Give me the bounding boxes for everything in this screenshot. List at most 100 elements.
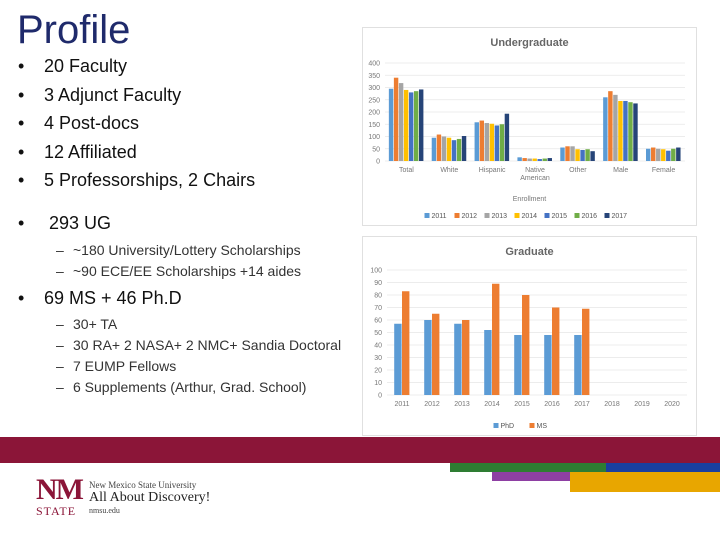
undergraduate-chart-svg: Undergraduate 0 50 100 150 200 250 300 350 400 Tot… bbox=[368, 37, 685, 220]
y-tick-label: 20 bbox=[374, 368, 382, 375]
x-tick-label: White bbox=[440, 167, 458, 174]
y-tick-label: 40 bbox=[374, 343, 382, 350]
x-tick-label: 2011 bbox=[394, 401, 409, 408]
legend-swatch-phd bbox=[493, 423, 499, 428]
chart-title: Undergraduate bbox=[490, 37, 568, 49]
y-tick-label: 90 bbox=[374, 280, 382, 287]
bar-2017-female bbox=[676, 147, 681, 161]
bar-2013-white bbox=[441, 136, 447, 161]
y-tick-label: 250 bbox=[368, 97, 380, 104]
legend-label-2017: 2017 bbox=[612, 213, 628, 220]
bar-2012-male bbox=[608, 91, 613, 161]
bar-2016-native-american bbox=[542, 158, 547, 161]
bar-2016-hispanic bbox=[499, 124, 505, 161]
bullet-professorships: 5 Professorships, 2 Chairs bbox=[18, 166, 358, 195]
y-tick-label: 60 bbox=[374, 318, 382, 325]
legend-swatch-2017 bbox=[604, 213, 610, 218]
bar-ms-2015 bbox=[522, 295, 530, 395]
x-tick-label: 2018 bbox=[604, 401, 620, 408]
x-tick-label: 2014 bbox=[484, 401, 500, 408]
legend-label-2015: 2015 bbox=[552, 213, 568, 220]
bar-ms-2017 bbox=[582, 308, 590, 395]
legend-swatch-2014 bbox=[514, 213, 520, 218]
x-tick-label: 2015 bbox=[514, 401, 530, 408]
y-tick-label: 400 bbox=[368, 61, 380, 68]
bar-2014-hispanic bbox=[489, 123, 495, 161]
x-tick-label: 2012 bbox=[424, 401, 440, 408]
bar-phd-2015 bbox=[514, 335, 522, 395]
y-tick-label: 200 bbox=[368, 110, 380, 117]
logo-text: New Mexico State University All About Di… bbox=[89, 480, 210, 516]
bar-2015-female bbox=[666, 150, 671, 161]
legend-swatch-2016 bbox=[574, 213, 580, 218]
bar-2016-female bbox=[671, 148, 676, 161]
bar-ms-2014 bbox=[492, 283, 500, 395]
footer-stripe-blue bbox=[606, 463, 720, 472]
footer-stripe-green bbox=[450, 463, 606, 472]
x-tick-label: 2013 bbox=[454, 401, 470, 408]
legend-label-2014: 2014 bbox=[522, 213, 538, 220]
sub-bullet-ra: 30 RA+ 2 NASA+ 2 NMC+ Sandia Doctoral bbox=[18, 337, 358, 354]
bar-2012-other bbox=[565, 146, 570, 161]
y-tick-label: 80 bbox=[374, 293, 382, 300]
bar-ms-2016 bbox=[552, 307, 560, 395]
x-tick-label: American bbox=[520, 175, 550, 182]
bar-2011-total bbox=[388, 88, 394, 161]
logo-state: STATE bbox=[36, 504, 77, 518]
tagline: All About Discovery! bbox=[89, 490, 211, 505]
bar-2012-female bbox=[651, 147, 656, 161]
bar-ms-2013 bbox=[462, 320, 470, 395]
x-tick-label: Female bbox=[652, 167, 675, 174]
x-tick-label: Other bbox=[569, 167, 587, 174]
y-tick-label: 10 bbox=[374, 380, 382, 387]
y-tick-label: 30 bbox=[374, 355, 382, 362]
bar-2012-native-american bbox=[522, 158, 527, 161]
x-tick-label: 2016 bbox=[544, 401, 560, 408]
bar-2011-male bbox=[603, 97, 608, 161]
bar-2015-white bbox=[451, 140, 457, 161]
x-tick-label: 2020 bbox=[664, 401, 680, 408]
legend-label-2013: 2013 bbox=[492, 213, 508, 220]
bullet-list: 20 Faculty 3 Adjunct Faculty 4 Post-docs… bbox=[18, 52, 358, 400]
sub-bullet-eump: 7 EUMP Fellows bbox=[18, 358, 358, 375]
bar-2017-native-american bbox=[547, 158, 552, 161]
bar-2015-other bbox=[580, 149, 585, 161]
bullet-faculty: 20 Faculty bbox=[18, 52, 358, 81]
bar-2015-male bbox=[623, 100, 628, 161]
nmsu-logo[interactable]: NM STATE bbox=[36, 473, 84, 519]
x-tick-label: Hispanic bbox=[479, 167, 506, 174]
bullet-affiliated: 12 Affiliated bbox=[18, 138, 358, 167]
bar-2014-white bbox=[446, 137, 452, 161]
bar-phd-2011 bbox=[394, 323, 402, 395]
university-name: New Mexico State University bbox=[89, 480, 197, 490]
chart-title: Graduate bbox=[505, 246, 553, 258]
y-tick-label: 100 bbox=[368, 134, 380, 141]
y-tick-label: 100 bbox=[370, 268, 382, 275]
bar-2017-total bbox=[418, 89, 424, 161]
bar-2013-hispanic bbox=[484, 123, 490, 161]
sub-bullet-supplements: 6 Supplements (Arthur, Grad. School) bbox=[18, 379, 358, 396]
legend-label-2011: 2011 bbox=[432, 213, 447, 220]
logo-nm: NM bbox=[36, 473, 84, 506]
bar-phd-2016 bbox=[544, 335, 552, 395]
bar-ms-2012 bbox=[432, 313, 440, 395]
bar-2013-other bbox=[570, 146, 575, 161]
bar-phd-2014 bbox=[484, 330, 492, 395]
bar-2012-hispanic bbox=[479, 120, 485, 161]
bar-2011-other bbox=[560, 147, 565, 161]
bar-2016-male bbox=[628, 102, 633, 161]
bar-2011-hispanic bbox=[474, 122, 479, 161]
y-tick-label: 50 bbox=[374, 330, 382, 337]
bar-2017-hispanic bbox=[504, 113, 510, 161]
university-url[interactable]: nmsu.edu bbox=[89, 506, 120, 515]
y-tick-label: 350 bbox=[368, 73, 380, 80]
bar-2014-female bbox=[661, 149, 666, 161]
legend-swatch-2011 bbox=[424, 213, 430, 218]
bar-2015-native-american bbox=[537, 159, 542, 161]
bullet-ug: 293 UG bbox=[18, 209, 358, 238]
graduate-chart-svg: Graduate 0 10 20 30 40 50 60 70 80 90 100 2011 2012 20… bbox=[370, 246, 687, 430]
bar-2017-other bbox=[590, 151, 595, 161]
bar-phd-2013 bbox=[454, 323, 462, 395]
bar-2016-total bbox=[413, 91, 419, 161]
x-tick-label: Total bbox=[399, 167, 414, 174]
